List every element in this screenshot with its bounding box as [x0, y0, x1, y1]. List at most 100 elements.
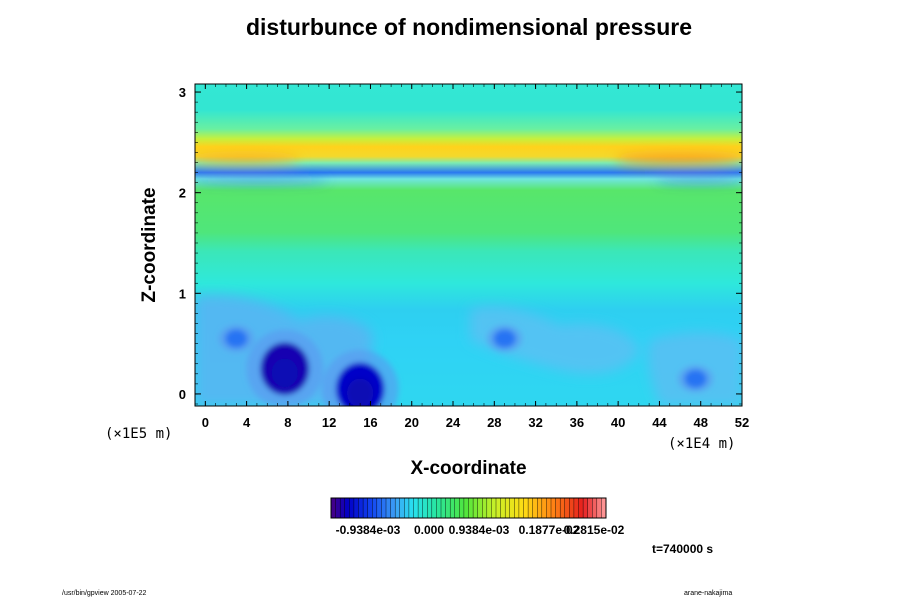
colorbar-cell	[559, 497, 566, 519]
colorbar-cell	[436, 497, 442, 519]
colorbar-cell	[500, 497, 506, 519]
x-tick-label: 44	[652, 415, 667, 430]
footer-right: arane-nakajima	[684, 590, 733, 597]
pressure-low	[225, 329, 248, 348]
colorbar-cell	[385, 497, 392, 519]
colorbar-cell	[495, 497, 502, 519]
colorbar-cell	[546, 497, 552, 519]
y-axis: 0 1 2 3	[179, 85, 742, 405]
x-axis-label: X-coordinate	[410, 458, 527, 479]
colorbar-cell	[431, 497, 437, 519]
x-tick-label: 28	[487, 415, 501, 430]
y-unit-label: (×1E5 m)	[105, 426, 173, 442]
x-tick-label: 16	[363, 415, 377, 430]
colorbar-cell	[463, 497, 469, 519]
colorbar-cell	[353, 497, 359, 519]
colorbar-cell	[596, 497, 602, 519]
chart-title: disturbunce of nondimensional pressure	[245, 14, 692, 40]
colorbar-cell	[564, 497, 570, 519]
colorbar-label: 0.9384e-03	[449, 523, 510, 537]
x-tick-label: 20	[405, 415, 419, 430]
x-tick-label: 4	[243, 415, 251, 430]
y-tick-label: 2	[179, 186, 186, 201]
pressure-low-core	[271, 358, 298, 388]
colorbar-label: 0.000	[414, 523, 444, 537]
colorbar-cell	[509, 497, 515, 519]
colorbar-cell	[569, 497, 575, 519]
plot-frame	[194, 83, 743, 407]
y-axis-label: Z-coordinate	[139, 187, 160, 303]
pressure-low	[684, 369, 707, 388]
colorbar-cell	[472, 497, 479, 519]
heatmap-field	[195, 84, 742, 406]
y-tick-label: 3	[179, 85, 186, 100]
colorbar-cell	[578, 497, 584, 519]
colorbar-label: 0.1877e-02	[519, 523, 580, 537]
colorbar-cell	[468, 497, 474, 519]
colorbar-cell	[587, 497, 593, 519]
footer-left: /usr/bin/gpview 2005-07-22	[62, 590, 147, 597]
colorbar-cell	[541, 497, 547, 519]
colorbar-cell	[592, 497, 598, 519]
colorbar-cell	[514, 497, 520, 519]
x-tick-label: 0	[202, 415, 209, 430]
colorbar-cell	[422, 497, 428, 519]
colorbar-cell	[527, 497, 534, 519]
colorbar-cell	[550, 497, 557, 519]
colorbar-cell	[482, 497, 488, 519]
colorbar-label: -0.9384e-03	[336, 523, 401, 537]
colorbar-cell	[330, 497, 337, 519]
y-tick-label: 0	[179, 387, 186, 402]
colorbar-cell	[344, 497, 350, 519]
colorbar-cell	[358, 497, 364, 519]
colorbar-cell	[518, 497, 525, 519]
x-axis: 0 4 8 12 16 20 24 28 32 36 40 44 48 52	[202, 84, 749, 430]
colorbar-cell	[454, 497, 460, 519]
colorbar-cell	[486, 497, 492, 519]
colorbar-label: 0.2815e-02	[564, 523, 625, 537]
colorbar-cell	[417, 497, 424, 519]
colorbar-cell	[376, 497, 382, 519]
colorbar-cell	[390, 497, 396, 519]
colorbar-cell	[440, 497, 447, 519]
colorbar-cell	[532, 497, 538, 519]
x-tick-label: 24	[446, 415, 461, 430]
x-tick-label: 36	[570, 415, 584, 430]
y-tick-label: 1	[179, 286, 186, 301]
colorbar-cell	[445, 497, 451, 519]
colorbar-cell	[381, 497, 387, 519]
colorbar-cell	[362, 497, 369, 519]
pressure-low-core	[346, 378, 374, 406]
colorbar-cell	[573, 497, 580, 519]
x-unit-label: (×1E4 m)	[668, 436, 736, 452]
colorbar-cell	[555, 497, 561, 519]
x-tick-label: 48	[693, 415, 707, 430]
colorbar-cell	[537, 497, 543, 519]
colorbar-cell	[408, 497, 414, 519]
colorbar-cell	[523, 497, 529, 519]
x-tick-label: 12	[322, 415, 336, 430]
x-tick-label: 40	[611, 415, 625, 430]
colorbar-cell	[399, 497, 405, 519]
colorbar-frame	[330, 497, 607, 519]
colorbar-cell	[449, 497, 456, 519]
colorbar-cell	[504, 497, 511, 519]
colorbar-cell	[372, 497, 378, 519]
time-label: t=740000 s	[652, 542, 714, 556]
colorbar-cell	[477, 497, 483, 519]
colorbar-cell	[404, 497, 410, 519]
colorbar-cell	[394, 497, 401, 519]
x-tick-label: 8	[284, 415, 291, 430]
colorbar-cell	[582, 497, 589, 519]
colorbar-cell	[367, 497, 373, 519]
pressure-low	[493, 329, 516, 348]
colorbar-cell	[335, 497, 341, 519]
colorbar-cell	[427, 497, 433, 519]
colorbar-cell	[349, 497, 355, 519]
colorbar-cell	[491, 497, 497, 519]
colorbar-cell	[459, 497, 465, 519]
colorbar-cell	[339, 497, 346, 519]
x-tick-label: 32	[528, 415, 542, 430]
colorbar: -0.9384e-03 0.000 0.9384e-03 0.1877e-020.28…	[330, 497, 625, 537]
